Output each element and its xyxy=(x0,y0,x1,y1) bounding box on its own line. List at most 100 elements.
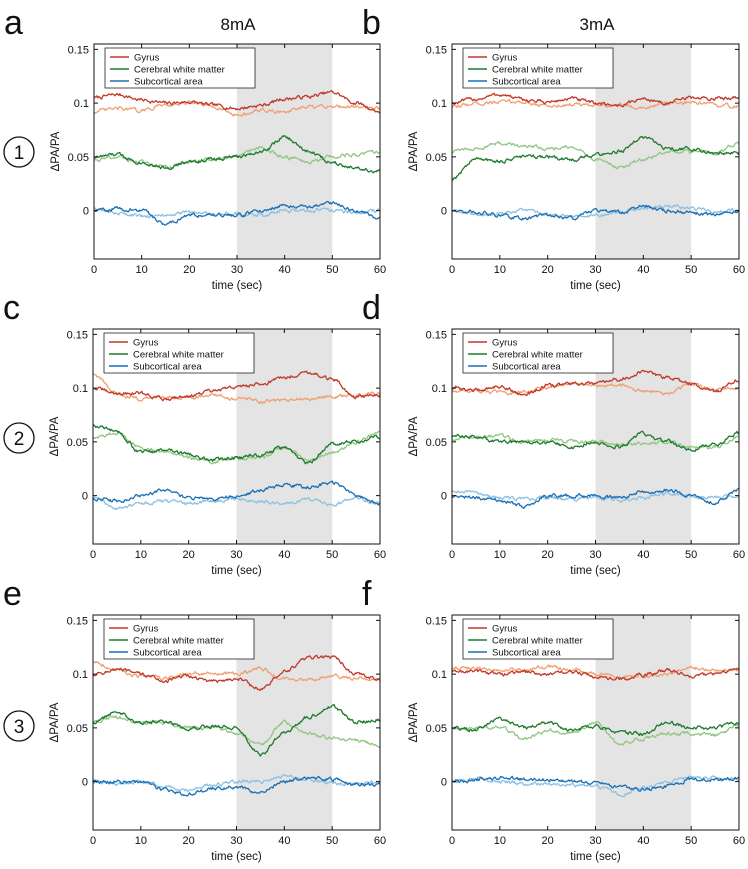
x-tick-label: 60 xyxy=(374,835,386,847)
series-line-cerebral-white-matter-dark xyxy=(93,424,380,465)
series-line-subcortical-area-dark xyxy=(93,775,380,797)
y-axis-label: ΔPA/PA xyxy=(49,702,61,742)
legend-label: Cerebral white matter xyxy=(133,350,224,361)
series-line-subcortical-area-light xyxy=(93,495,380,511)
x-tick-label: 40 xyxy=(637,264,649,276)
x-tick-label: 30 xyxy=(231,264,243,276)
panel-d: d 0 10 20 30 40 50 60 0 0.05 0.1 0.15 time (sec) ΔPA/… xyxy=(362,289,745,577)
y-axis-label: ΔPA/PA xyxy=(408,131,420,171)
x-tick-label: 20 xyxy=(183,264,195,276)
panel-letter: b xyxy=(362,4,381,42)
row-marker-3: 3 xyxy=(3,710,35,742)
series-line-subcortical-area-light xyxy=(452,775,739,798)
x-axis-label: time (sec) xyxy=(211,565,262,577)
x-tick-label: 50 xyxy=(685,549,697,561)
legend-label: Gyrus xyxy=(133,338,159,349)
series-line-cerebral-white-matter-dark xyxy=(94,135,380,174)
series-line-cerebral-white-matter-dark xyxy=(93,703,380,757)
y-tick-label: 0 xyxy=(441,206,447,218)
x-tick-label: 30 xyxy=(589,264,601,276)
panel-e: e 0 10 20 30 40 50 60 0 0.05 0.1 0.15 time (sec) ΔPA/… xyxy=(3,575,386,863)
row-number-3: 3 xyxy=(14,717,25,738)
y-tick-label: 0.15 xyxy=(426,329,447,341)
x-tick-label: 10 xyxy=(135,835,147,847)
x-tick-label: 20 xyxy=(183,835,195,847)
x-axis-label: time (sec) xyxy=(570,851,621,863)
x-tick-label: 0 xyxy=(449,835,455,847)
y-tick-label: 0 xyxy=(82,777,88,789)
series-line-gyrus-dark xyxy=(452,667,739,681)
series-line-gyrus-light xyxy=(452,381,739,396)
x-tick-label: 40 xyxy=(637,549,649,561)
y-tick-label: 0.1 xyxy=(73,669,88,681)
x-tick-label: 40 xyxy=(279,264,291,276)
x-tick-label: 40 xyxy=(278,549,290,561)
y-tick-label: 0.15 xyxy=(426,44,447,56)
x-tick-label: 0 xyxy=(90,549,96,561)
legend-label: Cerebral white matter xyxy=(492,636,583,647)
x-tick-label: 50 xyxy=(326,549,338,561)
y-axis-label: ΔPA/PA xyxy=(50,131,62,171)
row-marker-1: 1 xyxy=(3,136,35,168)
y-axis-label: ΔPA/PA xyxy=(408,702,420,742)
x-tick-label: 30 xyxy=(589,549,601,561)
series-line-subcortical-area-dark xyxy=(93,480,380,506)
legend-box xyxy=(104,47,256,89)
column-title-3ma: 3mA xyxy=(580,15,616,34)
series-line-cerebral-white-matter-dark xyxy=(452,430,739,453)
y-axis-label: ΔPA/PA xyxy=(49,416,61,456)
legend-label: Gyrus xyxy=(133,624,159,635)
x-tick-label: 40 xyxy=(278,835,290,847)
y-tick-label: 0.05 xyxy=(426,152,447,164)
x-tick-label: 50 xyxy=(685,264,697,276)
x-tick-label: 10 xyxy=(494,549,506,561)
series-line-subcortical-area-dark xyxy=(452,204,739,221)
x-axis-label: time (sec) xyxy=(570,565,621,577)
legend-label: Subcortical area xyxy=(492,77,561,88)
x-tick-label: 20 xyxy=(542,549,554,561)
panel-a: a 0 10 20 30 40 50 60 0 0.05 0.1 0.15 time (sec) ΔPA/… xyxy=(4,4,386,292)
x-tick-label: 10 xyxy=(494,264,506,276)
x-tick-label: 30 xyxy=(589,835,601,847)
series-line-gyrus-light xyxy=(93,373,380,405)
series-line-gyrus-dark xyxy=(93,654,380,691)
legend-label: Gyrus xyxy=(492,53,518,64)
legend-box xyxy=(462,332,614,374)
y-tick-label: 0.05 xyxy=(68,152,89,164)
series-line-cerebral-white-matter-light xyxy=(452,141,739,170)
y-tick-label: 0.1 xyxy=(73,383,88,395)
y-tick-label: 0.15 xyxy=(67,615,88,627)
panel-letter: f xyxy=(362,575,372,613)
series-line-cerebral-white-matter-dark xyxy=(452,716,739,737)
x-tick-label: 20 xyxy=(183,549,195,561)
legend-label: Gyrus xyxy=(492,624,518,635)
x-tick-label: 60 xyxy=(733,835,745,847)
series-line-gyrus-light xyxy=(452,664,739,680)
series-line-subcortical-area-dark xyxy=(94,200,380,226)
y-tick-label: 0 xyxy=(441,491,447,503)
y-tick-label: 0.15 xyxy=(68,44,89,56)
panel-letter: d xyxy=(362,289,381,327)
x-tick-label: 10 xyxy=(135,549,147,561)
x-tick-label: 30 xyxy=(230,549,242,561)
x-tick-label: 50 xyxy=(326,264,338,276)
legend-label: Subcortical area xyxy=(133,362,202,373)
series-line-subcortical-area-light xyxy=(452,489,739,503)
x-tick-label: 30 xyxy=(230,835,242,847)
series-line-cerebral-white-matter-light xyxy=(452,720,739,746)
series-line-gyrus-light xyxy=(452,99,739,110)
y-tick-label: 0.1 xyxy=(74,98,89,110)
series-line-subcortical-area-light xyxy=(93,774,380,793)
x-tick-label: 60 xyxy=(374,264,386,276)
x-tick-label: 10 xyxy=(494,835,506,847)
x-tick-label: 0 xyxy=(90,835,96,847)
legend-label: Gyrus xyxy=(492,338,518,349)
legend-label: Cerebral white matter xyxy=(492,65,583,76)
y-tick-label: 0.15 xyxy=(426,615,447,627)
series-line-gyrus-dark xyxy=(452,369,739,397)
